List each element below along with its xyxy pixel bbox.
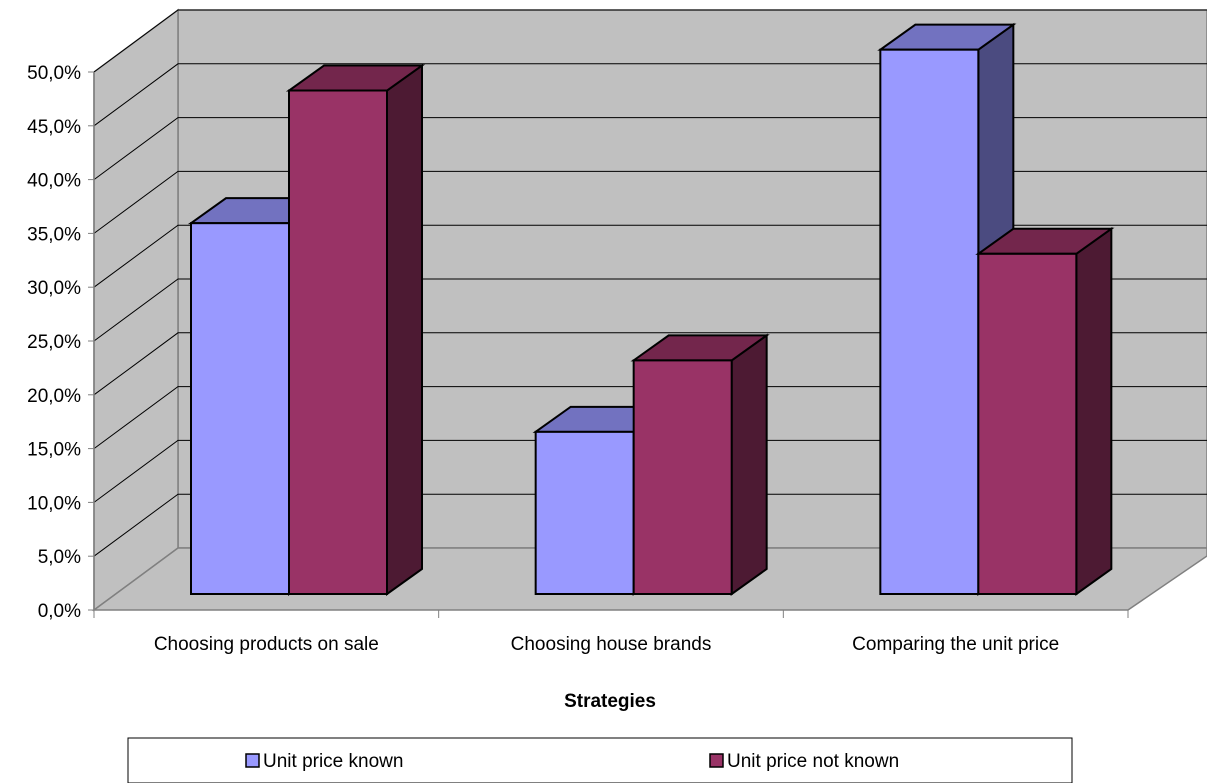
- value-axis: [88, 71, 1129, 618]
- gridlines: [93, 9, 1207, 557]
- value-axis-tick-label: 20,0%: [27, 386, 81, 407]
- gridline: [93, 332, 1207, 396]
- gridline: [93, 386, 1207, 450]
- bar-side: [730, 333, 768, 596]
- legend-swatch: [245, 753, 260, 768]
- x-axis-title: Strategies: [564, 691, 656, 712]
- gridline: [93, 278, 1207, 342]
- bars: [187, 22, 1115, 596]
- gridline: [93, 493, 1207, 557]
- category-label: Choosing house brands: [511, 634, 712, 655]
- value-axis-tick-labels: 0,0% 5,0% 10,0% 15,0% 20,0% 25,0% 30,0% 35,0% 40…: [27, 63, 81, 622]
- bar-side: [1075, 226, 1113, 596]
- category-label: Comparing the unit price: [852, 634, 1059, 655]
- bar: [288, 89, 388, 595]
- category-label: Choosing products on sale: [154, 634, 379, 655]
- legend-box: [127, 737, 1073, 783]
- gridline: [93, 63, 1207, 127]
- value-axis-tick-label: 15,0%: [27, 440, 81, 461]
- value-axis-tick-label: 40,0%: [27, 171, 81, 192]
- value-axis-tick-label: 45,0%: [27, 117, 81, 138]
- legend-label: Unit price not known: [727, 751, 899, 772]
- value-axis-tick-label: 0,0%: [38, 601, 81, 622]
- value-axis-tick-label: 50,0%: [27, 63, 81, 84]
- value-axis-tick-label: 30,0%: [27, 278, 81, 299]
- bar: [534, 430, 635, 596]
- gridline: [93, 439, 1207, 503]
- category-labels: Choosing products on sale Choosing house …: [154, 634, 1059, 655]
- gridline: [93, 9, 1207, 73]
- gridline: [93, 170, 1207, 234]
- legend: Unit price known Unit price not known: [127, 737, 1073, 783]
- value-axis-tick-label: 10,0%: [27, 493, 81, 514]
- value-axis-tick-label: 35,0%: [27, 224, 81, 245]
- value-axis-tick-label: 5,0%: [38, 547, 81, 568]
- legend-swatch: [709, 753, 724, 768]
- bar: [879, 48, 980, 596]
- value-axis-tick-label: 25,0%: [27, 332, 81, 353]
- gridline: [93, 117, 1207, 181]
- legend-label: Unit price known: [263, 751, 403, 772]
- bar: [977, 252, 1078, 596]
- bar: [632, 359, 733, 595]
- bar-side: [386, 63, 423, 596]
- gridline: [93, 224, 1207, 288]
- bar: [190, 222, 290, 595]
